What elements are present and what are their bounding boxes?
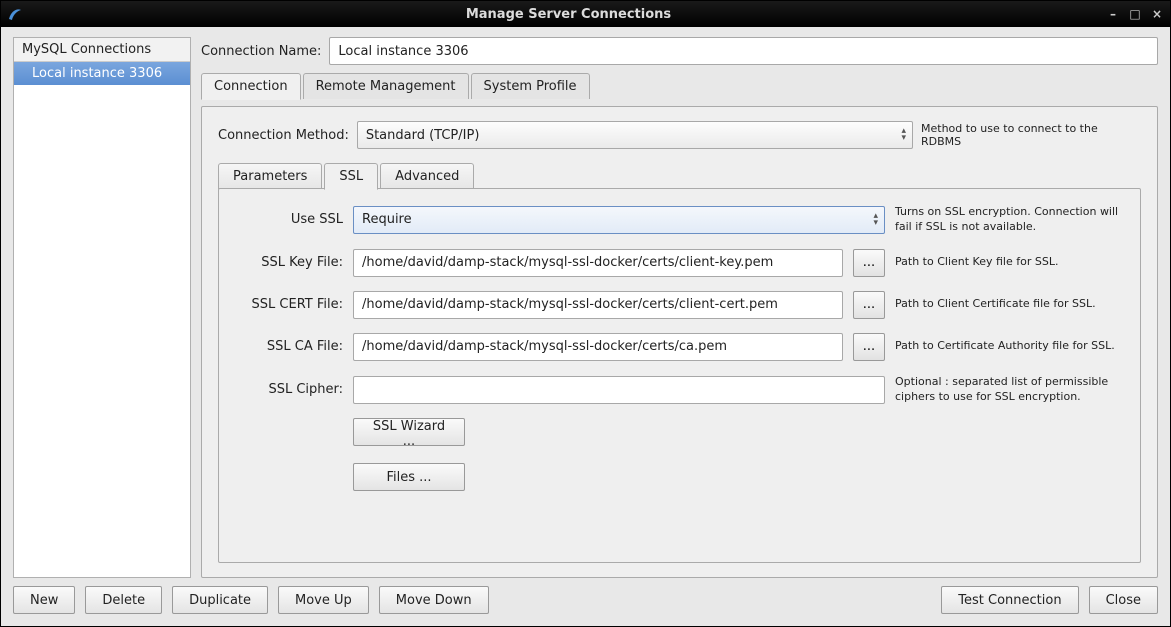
content: MySQL Connections Local instance 3306 Co… <box>1 27 1170 626</box>
move-up-button[interactable]: Move Up <box>278 586 369 614</box>
ssl-ca-hint: Path to Certificate Authority file for S… <box>895 339 1126 354</box>
use-ssl-value: Require <box>362 212 412 227</box>
ssl-cipher-input[interactable] <box>353 376 885 404</box>
main-panel: Connection Name: Connection Remote Manag… <box>201 37 1158 578</box>
close-button[interactable]: Close <box>1089 586 1158 614</box>
connection-method-select[interactable]: Standard (TCP/IP) ▴▾ <box>357 121 913 149</box>
ssl-ca-browse-button[interactable]: ... <box>853 333 885 361</box>
maximize-button[interactable]: □ <box>1128 7 1142 21</box>
connection-method-value: Standard (TCP/IP) <box>366 128 480 143</box>
ssl-key-browse-button[interactable]: ... <box>853 249 885 277</box>
sidebar-item-local-instance[interactable]: Local instance 3306 <box>14 62 190 85</box>
delete-button[interactable]: Delete <box>85 586 162 614</box>
ssl-key-hint: Path to Client Key file for SSL. <box>895 255 1126 270</box>
subtab-parameters[interactable]: Parameters <box>218 163 322 189</box>
close-window-button[interactable]: × <box>1150 7 1164 21</box>
ssl-cert-label: SSL CERT File: <box>233 297 343 312</box>
ssl-cert-browse-button[interactable]: ... <box>853 291 885 319</box>
tab-system-profile[interactable]: System Profile <box>471 73 590 99</box>
tab-connection[interactable]: Connection <box>201 73 301 100</box>
ssl-cert-hint: Path to Client Certificate file for SSL. <box>895 297 1126 312</box>
connection-name-input[interactable] <box>329 37 1158 65</box>
tab-remote-management[interactable]: Remote Management <box>303 73 469 99</box>
sidebar-header: MySQL Connections <box>14 38 190 62</box>
main-tabbar: Connection Remote Management System Prof… <box>201 73 1158 99</box>
sidebar-list: Local instance 3306 <box>14 62 190 577</box>
connection-tab-panel: Connection Method: Standard (TCP/IP) ▴▾ … <box>201 106 1158 578</box>
window-title: Manage Server Connections <box>31 7 1106 22</box>
minimize-button[interactable]: – <box>1106 7 1120 21</box>
ssl-subpanel: Use SSL Require ▴▾ Turns on SSL encrypti… <box>218 188 1141 563</box>
ssl-cert-input[interactable] <box>353 291 843 319</box>
move-down-button[interactable]: Move Down <box>379 586 489 614</box>
connection-method-label: Connection Method: <box>218 128 349 143</box>
window: Manage Server Connections – □ × MySQL Co… <box>0 0 1171 627</box>
connection-method-row: Connection Method: Standard (TCP/IP) ▴▾ … <box>218 121 1141 149</box>
connection-method-hint: Method to use to connect to the RDBMS <box>921 122 1141 148</box>
ssl-files-button[interactable]: Files ... <box>353 463 465 491</box>
use-ssl-label: Use SSL <box>233 212 343 227</box>
use-ssl-hint: Turns on SSL encryption. Connection will… <box>895 205 1126 235</box>
ssl-cipher-label: SSL Cipher: <box>233 382 343 397</box>
ssl-wizard-button[interactable]: SSL Wizard ... <box>353 418 465 446</box>
titlebar: Manage Server Connections – □ × <box>1 1 1170 27</box>
connections-sidebar: MySQL Connections Local instance 3306 <box>13 37 191 578</box>
sub-tabbar: Parameters SSL Advanced <box>218 163 1141 189</box>
ssl-key-label: SSL Key File: <box>233 255 343 270</box>
ssl-cipher-hint: Optional : separated list of permissible… <box>895 375 1126 405</box>
ssl-ca-input[interactable] <box>353 333 843 361</box>
footer: New Delete Duplicate Move Up Move Down T… <box>13 586 1158 614</box>
use-ssl-select[interactable]: Require ▴▾ <box>353 206 885 234</box>
ssl-ca-label: SSL CA File: <box>233 339 343 354</box>
new-button[interactable]: New <box>13 586 75 614</box>
connection-name-row: Connection Name: <box>201 37 1158 65</box>
titlebar-buttons: – □ × <box>1106 7 1164 21</box>
ssl-form: Use SSL Require ▴▾ Turns on SSL encrypti… <box>233 205 1126 491</box>
duplicate-button[interactable]: Duplicate <box>172 586 268 614</box>
subtab-advanced[interactable]: Advanced <box>380 163 474 189</box>
app-icon <box>7 6 23 22</box>
upper-area: MySQL Connections Local instance 3306 Co… <box>13 37 1158 578</box>
chevron-updown-icon: ▴▾ <box>873 213 878 227</box>
chevron-updown-icon: ▴▾ <box>901 128 906 142</box>
connection-name-label: Connection Name: <box>201 44 321 59</box>
subtab-ssl[interactable]: SSL <box>324 163 378 190</box>
ssl-key-input[interactable] <box>353 249 843 277</box>
test-connection-button[interactable]: Test Connection <box>941 586 1078 614</box>
